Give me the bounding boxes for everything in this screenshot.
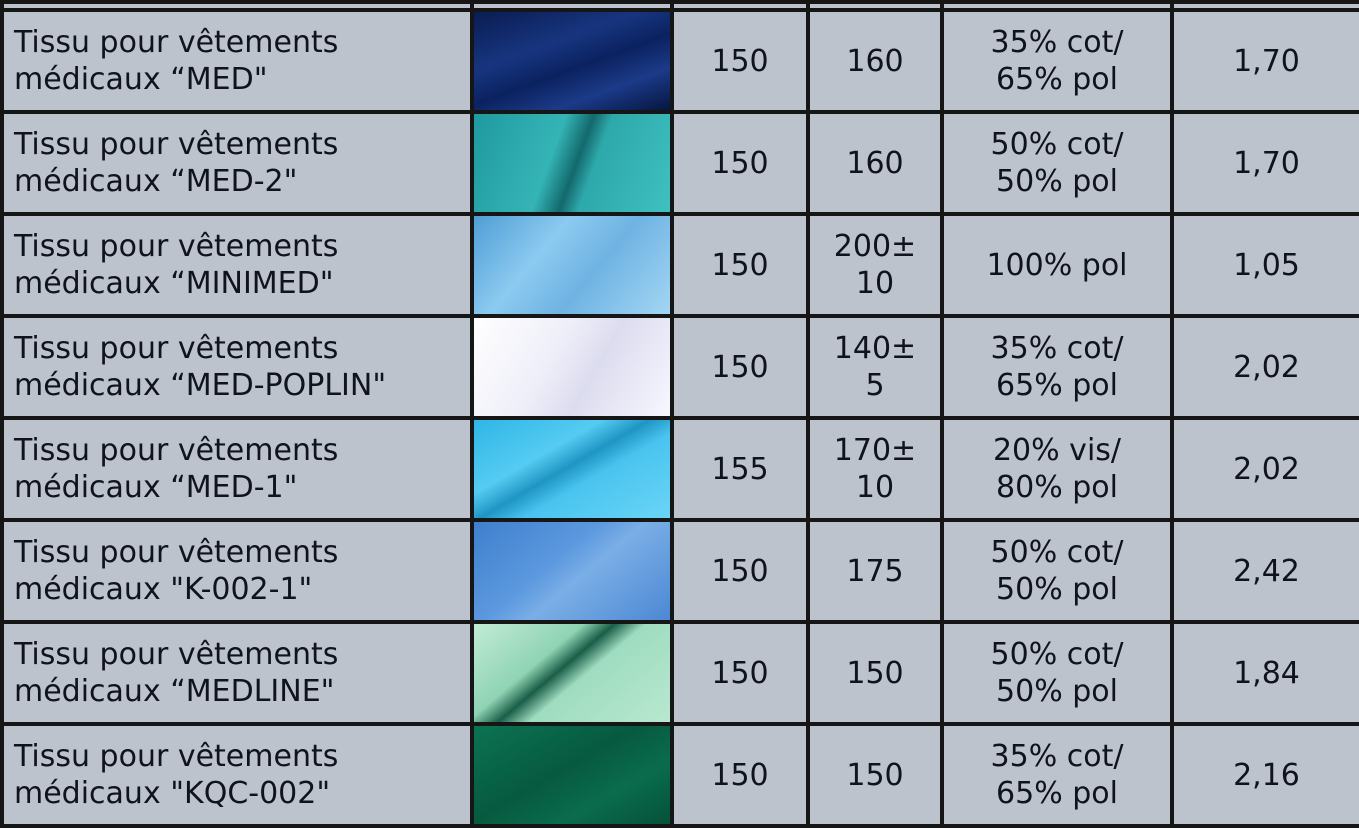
- table-row: Tissu pour vêtements médicaux “MEDLINE" 1…: [0, 620, 1359, 726]
- composition: 100% pol: [940, 212, 1174, 318]
- width: 150: [670, 518, 810, 624]
- price: 2,42: [1170, 518, 1359, 624]
- price: 1,70: [1170, 8, 1359, 114]
- fabric-swatch: [470, 314, 674, 420]
- width: 150: [670, 8, 810, 114]
- fabric-swatch: [470, 110, 674, 216]
- weight: 200± 10: [806, 212, 944, 318]
- composition: 50% cot/ 50% pol: [940, 518, 1174, 624]
- table-row: Tissu pour vêtements médicaux “MINIMED" 1…: [0, 212, 1359, 318]
- header-edge: [0, 0, 1359, 12]
- weight: 150: [806, 722, 944, 828]
- fabric-swatch: [470, 8, 674, 114]
- width: 155: [670, 416, 810, 522]
- composition: 50% cot/ 50% pol: [940, 620, 1174, 726]
- width: 150: [670, 110, 810, 216]
- fabric-name: Tissu pour vêtements médicaux "KQC-002": [0, 722, 474, 828]
- fabric-name: Tissu pour vêtements médicaux “MINIMED": [0, 212, 474, 318]
- price: 2,16: [1170, 722, 1359, 828]
- fabric-swatch: [470, 722, 674, 828]
- width: 150: [670, 620, 810, 726]
- weight: 170± 10: [806, 416, 944, 522]
- fabric-name: Tissu pour vêtements médicaux “MED": [0, 8, 474, 114]
- fabric-name: Tissu pour vêtements médicaux "K-002-1": [0, 518, 474, 624]
- price: 1,84: [1170, 620, 1359, 726]
- table-row: Tissu pour vêtements médicaux “MED-1" 155…: [0, 416, 1359, 522]
- composition: 35% cot/ 65% pol: [940, 8, 1174, 114]
- fabric-swatch: [470, 416, 674, 522]
- width: 150: [670, 314, 810, 420]
- composition: 35% cot/ 65% pol: [940, 314, 1174, 420]
- fabric-swatch: [470, 620, 674, 726]
- fabric-name: Tissu pour vêtements médicaux “MED-1": [0, 416, 474, 522]
- fabric-swatch: [470, 212, 674, 318]
- fabric-name: Tissu pour vêtements médicaux “MED-2": [0, 110, 474, 216]
- width: 150: [670, 722, 810, 828]
- price: 1,05: [1170, 212, 1359, 318]
- fabric-name: Tissu pour vêtements médicaux “MED-POPLI…: [0, 314, 474, 420]
- weight: 150: [806, 620, 944, 726]
- fabric-swatch: [470, 518, 674, 624]
- composition: 50% cot/ 50% pol: [940, 110, 1174, 216]
- width: 150: [670, 212, 810, 318]
- table-row: Tissu pour vêtements médicaux "KQC-002" 1…: [0, 722, 1359, 828]
- table-row: Tissu pour vêtements médicaux “MED-POPLI…: [0, 314, 1359, 420]
- table-row: Tissu pour vêtements médicaux "K-002-1" 1…: [0, 518, 1359, 624]
- fabric-name: Tissu pour vêtements médicaux “MEDLINE": [0, 620, 474, 726]
- composition: 20% vis/ 80% pol: [940, 416, 1174, 522]
- weight: 160: [806, 8, 944, 114]
- weight: 175: [806, 518, 944, 624]
- price: 1,70: [1170, 110, 1359, 216]
- weight: 160: [806, 110, 944, 216]
- table-row: Tissu pour vêtements médicaux “MED-2" 150…: [0, 110, 1359, 216]
- table-row: Tissu pour vêtements médicaux “MED" 150 16…: [0, 8, 1359, 114]
- price: 2,02: [1170, 416, 1359, 522]
- composition: 35% cot/ 65% pol: [940, 722, 1174, 828]
- weight: 140± 5: [806, 314, 944, 420]
- price: 2,02: [1170, 314, 1359, 420]
